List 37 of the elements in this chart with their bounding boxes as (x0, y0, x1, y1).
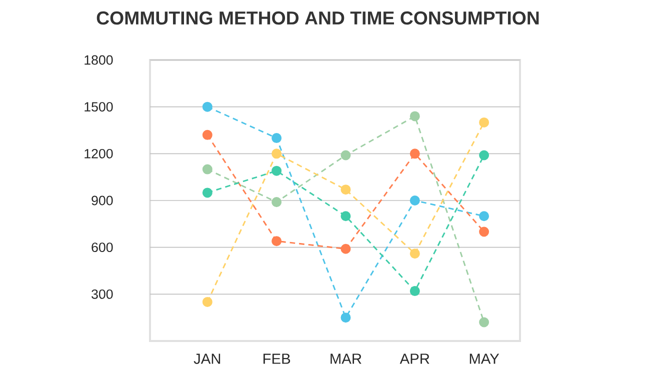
point (479, 117, 490, 128)
point (340, 184, 351, 195)
y-tick-label: 300 (92, 289, 113, 299)
point (340, 312, 351, 323)
x-tick-label: FEB (264, 354, 290, 364)
point (410, 111, 420, 122)
point (202, 164, 212, 174)
x-tick-label: APR (400, 354, 430, 364)
point (410, 196, 420, 206)
y-tick-label: 1800 (84, 55, 113, 65)
x-tick-label: MAY (470, 354, 500, 364)
y-tick-label: 600 (92, 242, 113, 252)
point (410, 248, 420, 259)
point (340, 150, 351, 160)
point (272, 166, 282, 176)
point (340, 244, 351, 254)
point (479, 317, 490, 328)
y-tick-label: 1500 (84, 102, 113, 112)
point (272, 148, 282, 159)
point (272, 197, 282, 208)
y-tick-label: 1200 (84, 148, 113, 158)
point (202, 130, 212, 140)
point (479, 211, 490, 222)
x-tick-label: JAN (194, 354, 220, 364)
point (202, 296, 212, 307)
point (479, 226, 490, 237)
y-tick-label: 900 (92, 196, 113, 206)
point (202, 102, 212, 112)
point (202, 188, 212, 198)
point (410, 286, 420, 296)
point (272, 236, 282, 246)
point (272, 133, 282, 144)
point (479, 150, 490, 160)
chart-title: COMMUTING METHOD AND TIME CONSUMPTION (96, 11, 539, 25)
point (340, 211, 351, 222)
x-tick-label: MAR (330, 354, 362, 364)
point (410, 148, 420, 159)
